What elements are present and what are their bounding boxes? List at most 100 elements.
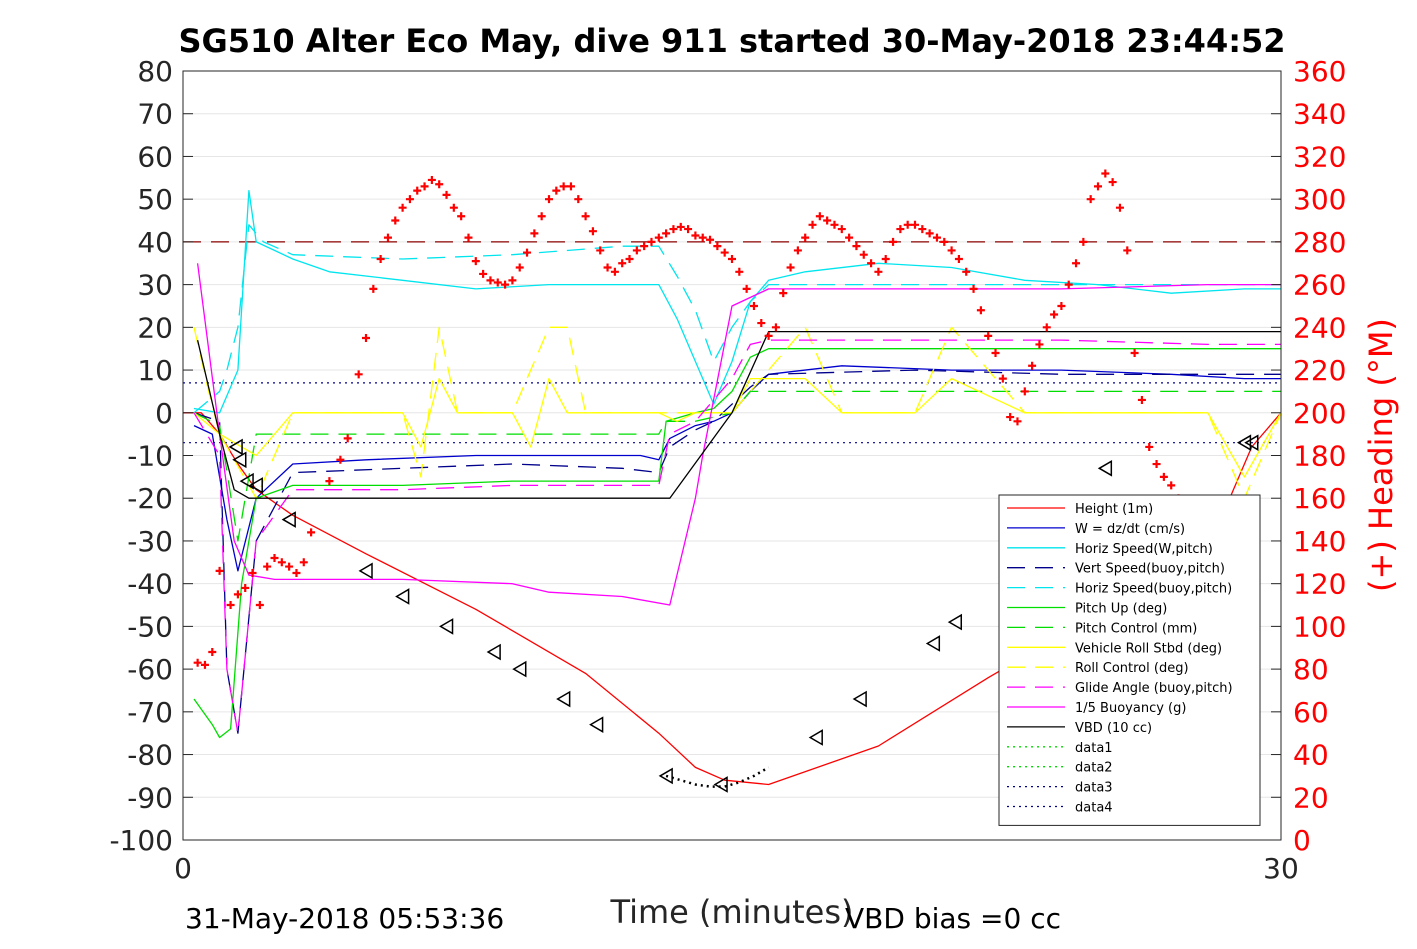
legend: Height (1m) W = dz/dt (cm/s) Horiz Speed(W… <box>998 494 1261 826</box>
heading-point <box>369 284 378 293</box>
heading-point <box>998 374 1007 383</box>
heading-point <box>1094 182 1102 191</box>
heading-point <box>830 220 839 229</box>
heading-point <box>976 306 985 315</box>
right-tick-label: 280 <box>1293 226 1346 259</box>
heading-point <box>1028 361 1037 370</box>
end-timestamp: 31-May-2018 05:53:36 <box>185 902 504 935</box>
heading-point <box>486 276 495 285</box>
heading-point <box>501 280 510 289</box>
triangle-marker <box>228 438 243 456</box>
heading-point <box>479 269 488 278</box>
heading-point <box>735 267 744 276</box>
reference-lines <box>183 241 1281 444</box>
legend-entry: data2 <box>1075 761 1113 776</box>
heading-point <box>376 254 385 263</box>
heading-point <box>1006 413 1015 422</box>
x-tick-label: 30 <box>1263 852 1299 885</box>
right-tick-label: 360 <box>1293 55 1346 88</box>
heading-point <box>405 195 414 204</box>
heading-point <box>226 601 235 610</box>
right-y-axis-label: (+) Heading (°M) <box>1362 318 1400 592</box>
heading-point <box>925 229 934 238</box>
triangle-marker <box>1236 434 1252 451</box>
left-tick-label: -70 <box>127 696 173 729</box>
triangle-marker <box>947 613 963 631</box>
triangle-marker <box>281 511 296 528</box>
left-tick-label: 40 <box>137 226 173 259</box>
triangle-marker <box>486 643 501 661</box>
left-tick-label: -30 <box>127 525 173 558</box>
heading-point <box>1035 340 1044 349</box>
left-tick-label: -90 <box>127 781 173 814</box>
heading-point <box>654 233 663 242</box>
right-tick-label: 80 <box>1293 653 1329 686</box>
heading-point <box>881 254 890 263</box>
heading-point <box>307 528 316 537</box>
heading-point <box>1152 460 1161 469</box>
legend-entry: Vert Speed(buoy,pitch) <box>1075 562 1225 577</box>
heading-point <box>1137 395 1146 404</box>
right-tick-label: 320 <box>1293 140 1346 173</box>
triangle-marker <box>1244 434 1259 451</box>
heading-point <box>1042 323 1051 332</box>
left-tick-label: 80 <box>137 55 173 88</box>
heading-point <box>845 233 854 242</box>
right-tick-label: 100 <box>1293 610 1346 643</box>
heading-point <box>523 248 532 257</box>
right-tick-label: 260 <box>1293 269 1346 302</box>
heading-point <box>1115 203 1124 212</box>
heading-point <box>647 237 656 246</box>
series-line-6 <box>193 390 1281 542</box>
left-tick-label: -40 <box>127 568 173 601</box>
heading-point <box>248 568 257 577</box>
series-line-9 <box>193 339 1281 734</box>
heading-point <box>815 212 824 221</box>
right-tick-label: 60 <box>1293 696 1329 729</box>
heading-point <box>325 477 334 486</box>
heading-point <box>823 216 832 225</box>
heading-point <box>398 203 407 212</box>
series-line-5 <box>193 348 1281 739</box>
heading-point <box>336 455 345 464</box>
heading-point <box>779 289 788 298</box>
legend-entry: data1 <box>1075 741 1113 756</box>
legend-entry: Pitch Up (deg) <box>1075 602 1167 617</box>
heading-point <box>442 190 451 199</box>
triangle-marker <box>852 690 867 708</box>
heading-point <box>193 658 202 667</box>
series-line-4 <box>193 224 1281 414</box>
heading-point <box>471 257 480 266</box>
heading-point <box>588 227 597 236</box>
right-tick-label: 160 <box>1293 482 1346 515</box>
heading-point <box>263 562 272 571</box>
legend-entry: Vehicle Roll Stbd (deg) <box>1075 641 1222 656</box>
heading-point <box>574 195 583 204</box>
right-tick-label: 220 <box>1293 354 1346 387</box>
left-tick-label: -100 <box>109 824 173 857</box>
triangle-marker <box>248 477 263 494</box>
heading-point <box>1167 481 1176 490</box>
heading-point <box>720 248 729 257</box>
legend-entry: Glide Angle (buoy,pitch) <box>1075 681 1233 696</box>
heading-point <box>932 233 941 242</box>
heading-point <box>867 259 876 268</box>
heading-point <box>200 660 209 669</box>
heading-point <box>749 301 758 310</box>
triangle-marker <box>512 660 527 678</box>
legend-entry: Horiz Speed(W,pitch) <box>1075 542 1213 557</box>
heading-point <box>625 254 634 263</box>
left-tick-label: 30 <box>137 269 173 302</box>
legend-entry: VBD (10 cc) <box>1075 721 1152 736</box>
heading-point <box>449 203 458 212</box>
heading-point <box>1079 237 1088 246</box>
heading-point <box>713 242 722 251</box>
heading-point <box>420 182 429 191</box>
heading-point <box>837 225 846 234</box>
triangle-marker <box>358 562 373 580</box>
heading-point <box>457 212 466 221</box>
heading-point <box>581 212 590 221</box>
heading-point <box>896 225 905 234</box>
heading-point <box>801 233 810 242</box>
